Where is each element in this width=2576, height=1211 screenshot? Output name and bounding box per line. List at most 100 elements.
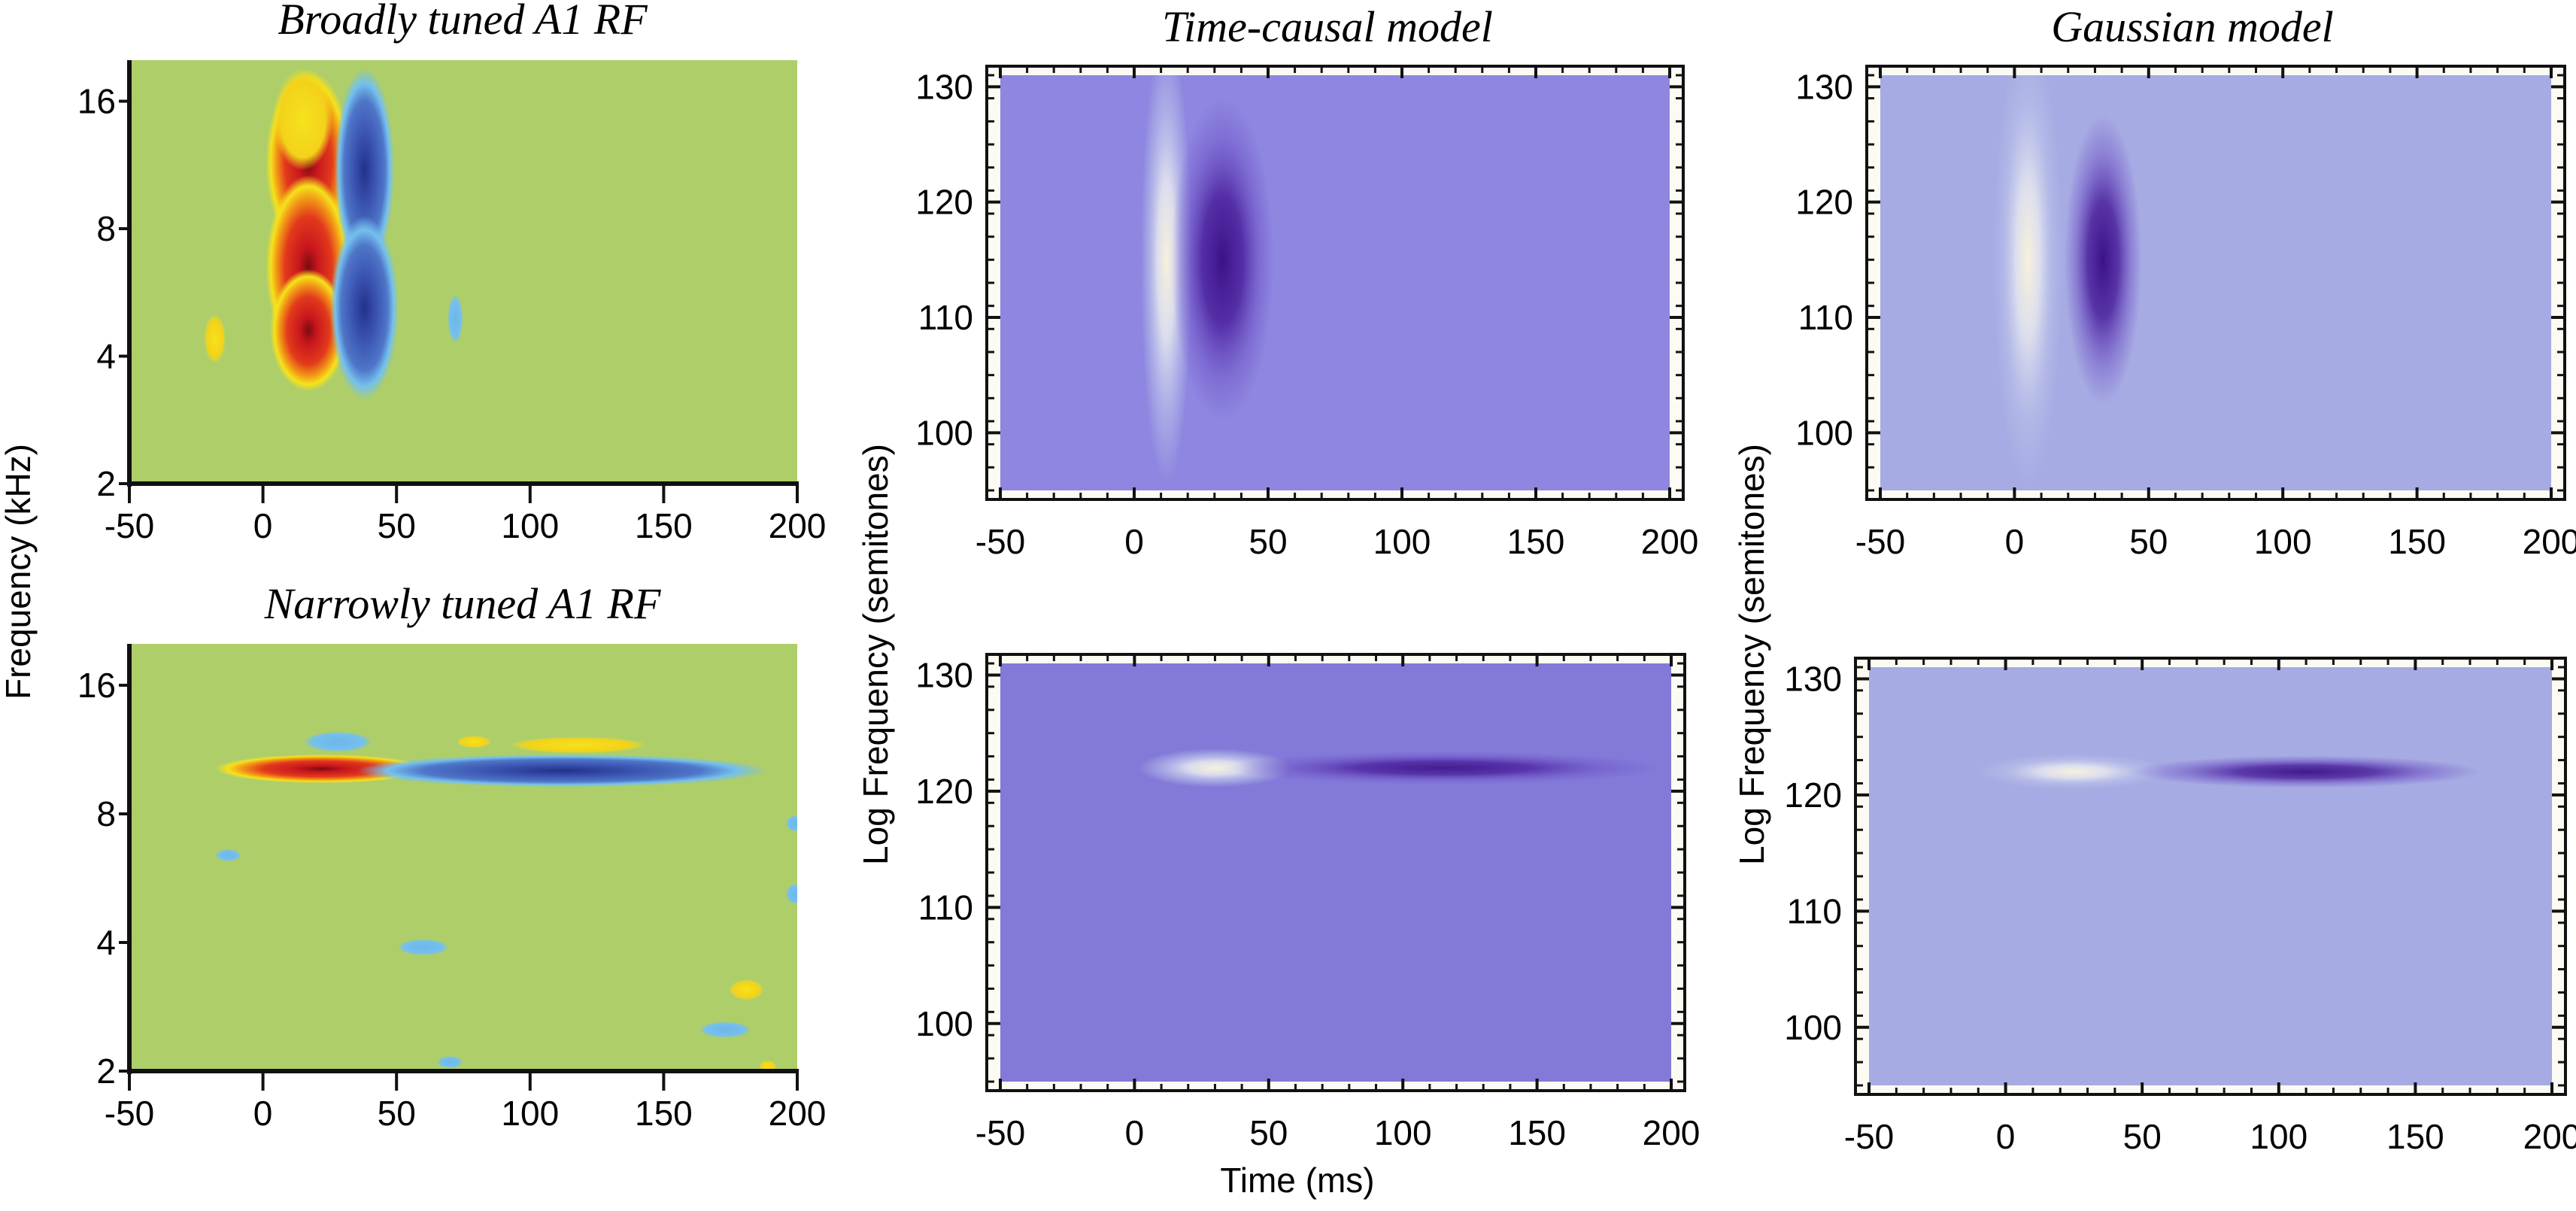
x-tick-label: 50 — [2123, 1117, 2162, 1156]
excitatory-subfield — [759, 1060, 777, 1071]
x-tick-label: 50 — [2129, 522, 2168, 561]
x-tick-label: 200 — [1641, 522, 1699, 561]
title-time-causal: Time-causal model — [1162, 2, 1493, 51]
x-tick-label: 150 — [1507, 522, 1565, 561]
x-tick-label: 100 — [2250, 1117, 2307, 1156]
title-narrow-a1: Narrowly tuned A1 RF — [264, 579, 661, 628]
ylabel-log-frequency-right: Log Frequency (semitones) — [1732, 444, 1771, 865]
inhibitory-subfield — [2064, 114, 2142, 405]
x-tick-label: 200 — [2523, 522, 2576, 561]
y-tick-label: 100 — [915, 1004, 973, 1043]
panel-broad-a1: -50 0 50 100 150 200 2 4 8 16 — [77, 60, 827, 545]
x-tick-label: 50 — [1249, 522, 1287, 561]
panel-gaussian-narrow: -50 0 50 100 150 200 100 110 120 130 — [1784, 657, 2576, 1156]
y-tick-label: 120 — [1795, 183, 1853, 222]
heatmap-features — [214, 731, 797, 1071]
y-tick-label: 110 — [1798, 298, 1853, 337]
heatmap-background — [1000, 663, 1671, 1082]
y-tick-label: 110 — [918, 888, 973, 927]
y-tick-label: 2 — [96, 464, 116, 503]
y-tick-label: 16 — [77, 82, 116, 121]
y-tick-label: 120 — [915, 183, 973, 222]
y-tick-label: 120 — [915, 772, 973, 811]
y-tick-label: 130 — [915, 655, 973, 694]
x-tick-label: 150 — [635, 1094, 693, 1133]
excitatory-subfield — [273, 68, 333, 171]
x-tick-label: -50 — [975, 1113, 1025, 1152]
y-tick-label: 130 — [1795, 67, 1853, 106]
excitatory-subfield — [1977, 754, 2171, 790]
x-tick-label: 150 — [1508, 1113, 1566, 1152]
ylabel-log-frequency-middle: Log Frequency (semitones) — [856, 444, 895, 865]
inhibitory-subfield — [215, 848, 241, 862]
heatmap-background — [1869, 667, 2552, 1085]
heatmap-background — [129, 60, 797, 484]
y-tick-label: 130 — [915, 67, 973, 106]
x-tick-label: 50 — [378, 1094, 416, 1133]
x-tick-label: -50 — [1855, 522, 1905, 561]
heatmap-features — [1977, 754, 2481, 790]
inhibitory-subfield — [699, 1021, 751, 1038]
x-tick-label: 50 — [1249, 1113, 1288, 1152]
panel-gaussian-broad: -50 0 50 100 150 200 100 110 120 130 — [1795, 65, 2576, 561]
x-tick-label: -50 — [1844, 1117, 1894, 1156]
excitatory-subfield — [509, 736, 647, 754]
inhibitory-subfield — [1171, 98, 1274, 421]
x-tick-label: 150 — [2386, 1117, 2444, 1156]
heatmap-features — [1140, 75, 1274, 486]
inhibitory-subfield — [397, 939, 449, 956]
title-broad-a1: Broadly tuned A1 RF — [278, 0, 648, 44]
x-tick-label: 50 — [378, 506, 416, 545]
x-tick-label: 0 — [1125, 1113, 1145, 1152]
x-tick-label: -50 — [105, 506, 154, 545]
x-tick-label: 0 — [253, 506, 273, 545]
y-tick-label: 4 — [96, 923, 116, 962]
x-tick-label: 100 — [501, 1094, 559, 1133]
x-tick-label: 200 — [769, 1094, 827, 1133]
panel-narrow-a1: -50 0 50 100 150 200 2 4 8 16 — [77, 644, 827, 1133]
y-tick-label: 8 — [96, 209, 116, 248]
y-tick-label: 100 — [915, 413, 973, 452]
x-tick-label: 150 — [2388, 522, 2446, 561]
xlabel-time-ms: Time (ms) — [1220, 1161, 1374, 1200]
y-tick-label: 120 — [1784, 775, 1842, 815]
heatmap-background — [1000, 75, 1670, 490]
inhibitory-subfield — [786, 815, 797, 832]
y-tick-label: 100 — [1795, 413, 1853, 452]
x-tick-label: -50 — [105, 1094, 154, 1133]
x-tick-label: 200 — [769, 506, 827, 545]
excitatory-subfield — [729, 979, 764, 1000]
inhibitory-subfield — [2131, 755, 2481, 788]
y-tick-label: 2 — [96, 1052, 116, 1091]
x-tick-label: 200 — [1643, 1113, 1701, 1152]
x-tick-label: 100 — [1373, 522, 1431, 561]
heatmap-features — [204, 68, 463, 400]
excitatory-subfield — [457, 735, 491, 748]
ylabel-frequency-khz: Frequency (kHz) — [0, 444, 38, 700]
excitatory-subfield — [204, 314, 226, 363]
heatmap-features — [1137, 748, 1658, 788]
inhibitory-subfield — [334, 68, 395, 272]
heatmap-features — [1993, 75, 2142, 486]
y-tick-label: 110 — [918, 298, 973, 337]
panel-time-causal-narrow: -50 0 50 100 150 200 100 110 120 130 — [915, 653, 1701, 1152]
inhibitory-subfield — [303, 731, 372, 752]
y-tick-label: 100 — [1784, 1008, 1842, 1047]
x-tick-label: -50 — [975, 522, 1025, 561]
y-tick-label: 16 — [77, 666, 116, 705]
inhibitory-subfield — [448, 294, 463, 344]
x-tick-label: 0 — [1996, 1117, 2016, 1156]
x-tick-label: 0 — [2005, 522, 2025, 561]
inhibitory-subfield — [437, 1055, 463, 1069]
panel-time-causal-broad: -50 0 50 100 150 200 100 110 120 130 — [915, 65, 1699, 561]
x-tick-label: 100 — [1374, 1113, 1432, 1152]
excitatory-subfield — [269, 269, 347, 392]
x-tick-label: 100 — [2254, 522, 2312, 561]
excitatory-subfield — [1137, 748, 1293, 788]
x-tick-label: 0 — [1124, 522, 1144, 561]
x-tick-label: 200 — [2523, 1117, 2576, 1156]
heatmap-background — [129, 644, 797, 1071]
y-tick-label: 110 — [1787, 891, 1842, 930]
y-tick-label: 130 — [1784, 659, 1842, 698]
